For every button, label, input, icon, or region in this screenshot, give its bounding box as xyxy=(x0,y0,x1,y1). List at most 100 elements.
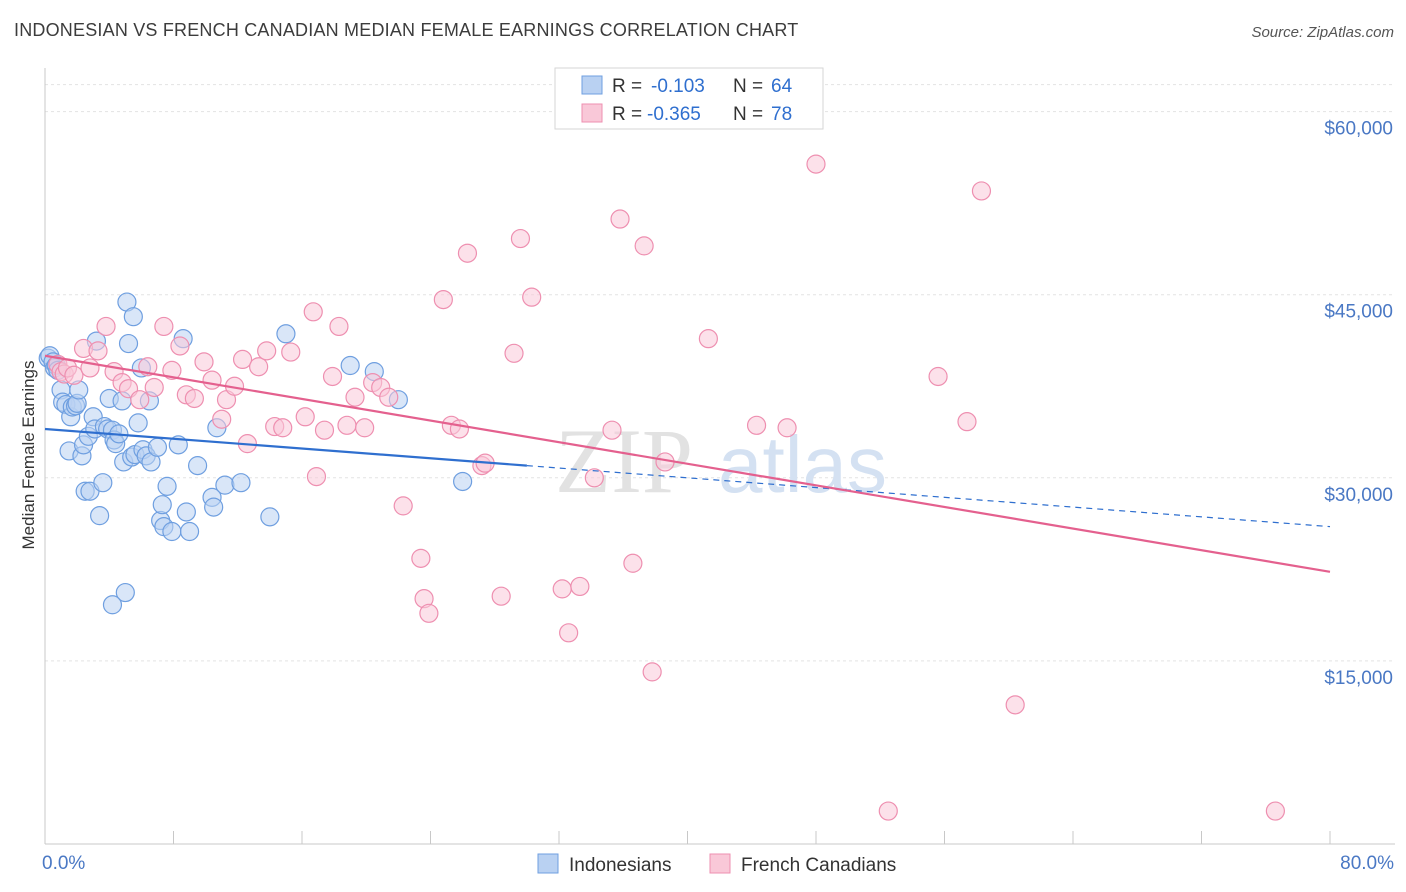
data-point xyxy=(212,409,232,429)
data-point xyxy=(115,582,135,603)
data-point xyxy=(130,390,150,410)
trend-line-french-canadians xyxy=(44,354,1331,573)
legend: R = -0.103 N = 64 R = -0.365 N = 78 xyxy=(554,67,824,130)
data-point xyxy=(118,333,139,354)
data-point xyxy=(559,623,579,643)
data-point xyxy=(144,377,164,398)
data-point xyxy=(491,586,511,606)
data-point xyxy=(504,343,524,363)
data-point xyxy=(314,420,335,440)
data-point xyxy=(257,341,277,361)
data-point xyxy=(154,316,174,337)
data-point xyxy=(457,243,478,263)
series-swatch-indonesians xyxy=(537,853,559,874)
data-point xyxy=(957,412,977,432)
data-point xyxy=(971,181,992,201)
data-point xyxy=(102,595,123,615)
legend-n-value-1: 64 xyxy=(771,76,793,97)
data-point xyxy=(777,418,797,438)
series-label-french-canadians: French Canadians xyxy=(741,855,896,876)
data-point xyxy=(202,370,222,390)
series-points-indonesians xyxy=(38,292,473,615)
tick-labels: $15,000 $30,000 $45,000 $60,000 0.0% 80.0% xyxy=(42,119,1394,874)
data-point xyxy=(194,352,214,372)
data-point xyxy=(419,603,439,623)
data-point xyxy=(96,316,116,337)
data-point xyxy=(276,324,296,344)
watermark-atlas: atlas xyxy=(718,420,887,509)
watermark: ZIP atlas xyxy=(555,410,887,512)
data-point xyxy=(295,407,315,427)
chart-title: INDONESIAN VS FRENCH CANADIAN MEDIAN FEM… xyxy=(14,20,799,40)
data-point xyxy=(260,507,280,527)
data-point xyxy=(552,579,572,599)
data-point xyxy=(322,366,343,387)
data-point xyxy=(928,366,948,387)
data-point xyxy=(147,437,168,457)
legend-n-label-1: N = xyxy=(733,76,763,97)
data-point xyxy=(329,316,349,337)
legend-swatch-french-canadians xyxy=(581,103,603,123)
data-point xyxy=(584,468,604,488)
legend-r-label-2: R = xyxy=(612,104,642,125)
data-point xyxy=(878,801,898,821)
x-tick-label-max: 80.0% xyxy=(1340,853,1394,874)
data-point xyxy=(187,456,208,476)
axes xyxy=(44,68,1395,845)
data-point xyxy=(215,475,235,495)
y-axis-label: Median Female Earnings xyxy=(19,361,38,550)
data-point xyxy=(162,521,182,542)
series-legend: Indonesians French Canadians xyxy=(537,853,896,876)
data-point xyxy=(204,497,224,517)
series-points-french-canadians xyxy=(48,154,1285,821)
data-point xyxy=(570,576,590,597)
data-point xyxy=(345,387,365,407)
data-point xyxy=(176,502,196,522)
y-tick-label: $45,000 xyxy=(1324,302,1393,323)
y-tick-label: $15,000 xyxy=(1324,668,1393,689)
data-point xyxy=(123,307,143,327)
data-point xyxy=(303,302,323,322)
y-tick-label: $30,000 xyxy=(1324,485,1393,506)
data-point xyxy=(88,341,108,361)
data-point xyxy=(273,418,293,438)
trend-line-indonesians xyxy=(44,427,527,467)
source-credit: Source: ZipAtlas.com xyxy=(1251,24,1394,41)
legend-r-value-1: -0.103 xyxy=(651,76,705,97)
data-point xyxy=(453,471,473,492)
data-point xyxy=(1265,801,1285,821)
data-point xyxy=(433,289,453,310)
data-point xyxy=(393,496,413,516)
data-point xyxy=(170,336,190,356)
trend-line-extension-indonesians xyxy=(526,465,1331,528)
legend-n-value-2: 78 xyxy=(771,104,792,125)
series-label-indonesians: Indonesians xyxy=(569,855,671,876)
data-point xyxy=(249,357,269,377)
data-point xyxy=(1005,695,1025,715)
data-point xyxy=(179,521,200,542)
legend-r-value-2: -0.365 xyxy=(647,104,701,125)
series-swatch-french-canadians xyxy=(709,853,731,874)
data-point xyxy=(128,413,148,433)
data-point xyxy=(93,473,113,493)
data-point xyxy=(306,466,327,487)
data-point xyxy=(602,420,622,440)
data-point xyxy=(184,388,204,409)
data-point xyxy=(449,419,470,439)
gridlines xyxy=(45,84,1395,662)
data-point xyxy=(698,329,718,349)
data-point xyxy=(610,209,630,229)
data-point xyxy=(337,415,357,435)
data-point xyxy=(510,228,531,249)
data-point xyxy=(634,236,654,256)
x-tick-label-min: 0.0% xyxy=(42,853,85,874)
data-point xyxy=(281,342,301,362)
data-point xyxy=(162,360,182,380)
data-point xyxy=(152,495,172,515)
data-point xyxy=(157,476,177,496)
data-point xyxy=(64,365,84,385)
data-point xyxy=(806,154,826,174)
data-point xyxy=(340,355,360,376)
data-point xyxy=(411,548,431,568)
